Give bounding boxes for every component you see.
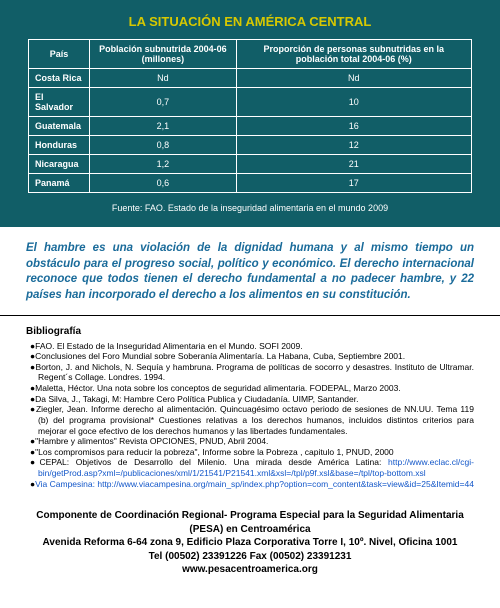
cell-value: 17: [236, 174, 471, 193]
biblio-entry: ●Borton, J. and Nichols, N. Sequía y ham…: [26, 362, 474, 383]
quote-paragraph: El hambre es una violación de la dignida…: [0, 227, 500, 316]
biblio-entry: ●Da Silva, J., Takagi, M: Hambre Cero Po…: [26, 394, 474, 405]
table-body: Costa RicaNdNd El Salvador0,710 Guatemal…: [29, 69, 472, 193]
biblio-link[interactable]: Via Campesina: http://www.viacampesina.o…: [35, 479, 474, 489]
bibliography-title: Bibliografía: [26, 326, 474, 339]
biblio-text: "Los compromisos para reducir la pobreza…: [35, 447, 394, 457]
cell-country: Costa Rica: [29, 69, 90, 88]
footer-address: Avenida Reforma 6-64 zona 9, Edificio Pl…: [20, 536, 480, 550]
nutrition-table: País Población subnutrida 2004-06 (millo…: [28, 39, 472, 193]
biblio-entry: ●"Hambre y alimentos" Revista OPCIONES, …: [26, 436, 474, 447]
table-row: El Salvador0,710: [29, 88, 472, 117]
biblio-entry: ●Conclusiones del Foro Mundial sobre Sob…: [26, 351, 474, 362]
biblio-text: "Hambre y alimentos" Revista OPCIONES, P…: [35, 436, 268, 446]
table-row: Guatemala2,116: [29, 117, 472, 136]
table-row: Nicaragua1,221: [29, 155, 472, 174]
footer-block: Componente de Coordinación Regional- Pro…: [0, 503, 500, 591]
col-header-pop: Población subnutrida 2004-06 (millones): [90, 40, 237, 69]
biblio-text: CEPAL: Objetivos de Desarrollo del Milen…: [39, 457, 381, 467]
cell-value: Nd: [90, 69, 237, 88]
footer-org: Componente de Coordinación Regional- Pro…: [20, 509, 480, 536]
biblio-entry: ●"Los compromisos para reducir la pobrez…: [26, 447, 474, 458]
col-header-country: País: [29, 40, 90, 69]
footer-url: www.pesacentroamerica.org: [20, 563, 480, 577]
table-source: Fuente: FAO. Estado de la inseguridad al…: [28, 203, 472, 213]
table-section: LA SITUACIÓN EN AMÉRICA CENTRAL País Pob…: [0, 0, 500, 227]
cell-value: 10: [236, 88, 471, 117]
bibliography: Bibliografía ●FAO. El Estado de la Inseg…: [0, 316, 500, 503]
biblio-text: Da Silva, J., Takagi, M: Hambre Cero Pol…: [35, 394, 358, 404]
biblio-entry: ●Maletta, Héctor. Una nota sobre los con…: [26, 383, 474, 394]
biblio-text: FAO. El Estado de la Inseguridad Aliment…: [35, 341, 302, 351]
cell-country: El Salvador: [29, 88, 90, 117]
table-row: Honduras0,812: [29, 136, 472, 155]
table-row: Costa RicaNdNd: [29, 69, 472, 88]
col-header-pct: Proporción de personas subnutridas en la…: [236, 40, 471, 69]
biblio-text: Ziegler, Jean. Informe derecho al alimen…: [36, 404, 474, 435]
cell-country: Nicaragua: [29, 155, 90, 174]
cell-value: 16: [236, 117, 471, 136]
biblio-entry: ●Ziegler, Jean. Informe derecho al alime…: [26, 404, 474, 436]
cell-value: 21: [236, 155, 471, 174]
biblio-entry: ●Via Campesina: http://www.viacampesina.…: [26, 479, 474, 490]
cell-value: 2,1: [90, 117, 237, 136]
cell-value: Nd: [236, 69, 471, 88]
biblio-text: Conclusiones del Foro Mundial sobre Sobe…: [35, 351, 405, 361]
cell-country: Honduras: [29, 136, 90, 155]
biblio-text: Maletta, Héctor. Una nota sobre los conc…: [35, 383, 401, 393]
biblio-entry: ●CEPAL: Objetivos de Desarrollo del Mile…: [26, 457, 474, 478]
biblio-entry: ●FAO. El Estado de la Inseguridad Alimen…: [26, 341, 474, 352]
footer-phone: Tel (00502) 23391226 Fax (00502) 2339123…: [20, 550, 480, 564]
table-row: Panamá0,617: [29, 174, 472, 193]
cell-value: 0,7: [90, 88, 237, 117]
cell-value: 1,2: [90, 155, 237, 174]
cell-country: Panamá: [29, 174, 90, 193]
cell-value: 0,8: [90, 136, 237, 155]
biblio-text: Borton, J. and Nichols, N. Sequía y hamb…: [36, 362, 474, 383]
section-title: LA SITUACIÓN EN AMÉRICA CENTRAL: [28, 14, 472, 29]
cell-value: 12: [236, 136, 471, 155]
cell-value: 0,6: [90, 174, 237, 193]
cell-country: Guatemala: [29, 117, 90, 136]
